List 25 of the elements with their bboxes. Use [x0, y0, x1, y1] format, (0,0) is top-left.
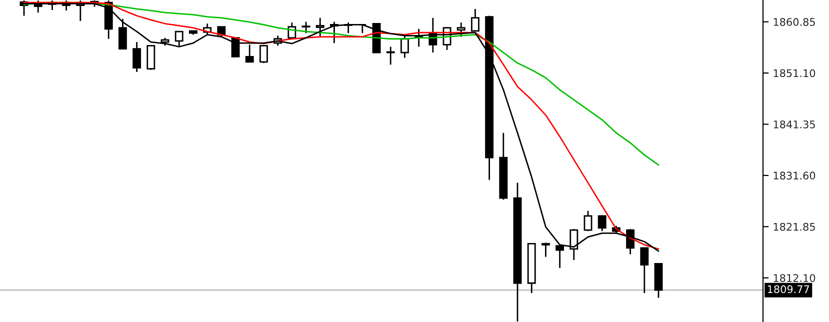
candlestick — [118, 18, 127, 50]
candlestick — [146, 44, 156, 71]
candlestick — [217, 26, 226, 38]
candlestick — [584, 210, 592, 232]
candlestick — [541, 242, 550, 258]
y-tick-label: 1860.85 — [774, 18, 815, 26]
candlestick — [231, 37, 240, 58]
candlestick — [456, 22, 466, 38]
y-tick-label: 1821.85 — [774, 222, 815, 231]
candlestick — [245, 44, 254, 63]
y-tick-label: 1831.60 — [774, 172, 816, 180]
candlestick — [259, 45, 268, 64]
y-tick-label: 1841.35 — [774, 120, 815, 128]
candlestick — [400, 34, 409, 58]
y-tick-label: 1851.10 — [774, 69, 816, 78]
candlestick — [302, 21, 310, 34]
candlestick — [174, 30, 184, 48]
candlestick — [288, 22, 296, 39]
candlestick — [470, 8, 480, 32]
candlestick — [132, 41, 142, 73]
ref-line-label: 1809.77 — [768, 285, 809, 294]
candlestick — [640, 246, 649, 294]
y-tick-label: 1812.10 — [774, 274, 816, 282]
candlestick — [316, 17, 324, 38]
candlestick — [598, 214, 606, 232]
